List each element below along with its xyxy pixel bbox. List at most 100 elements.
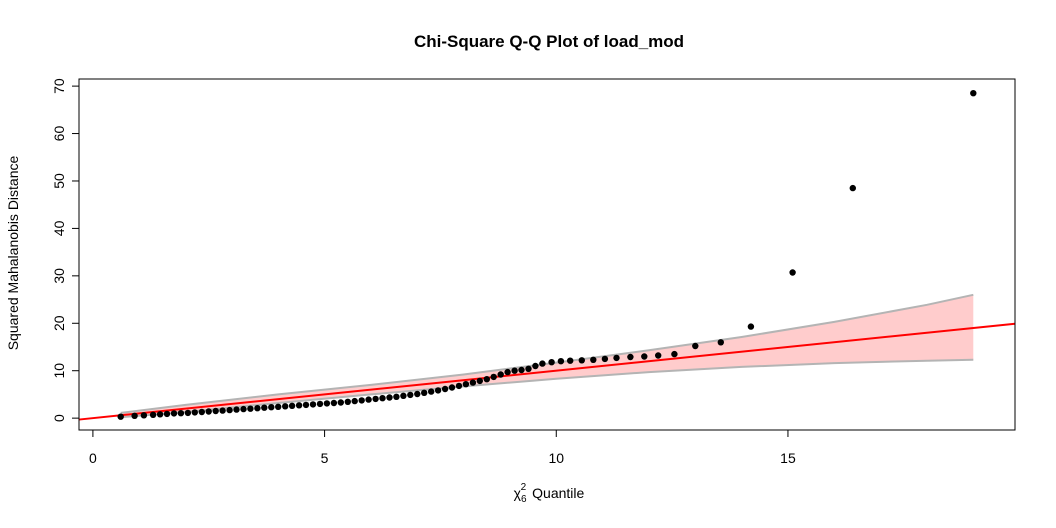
- data-point: [212, 407, 219, 415]
- y-tick-label: 60: [51, 126, 67, 142]
- data-point: [671, 350, 678, 358]
- data-point: [970, 90, 977, 97]
- data-point: [358, 397, 365, 404]
- data-point: [448, 384, 456, 391]
- data-point: [421, 389, 428, 396]
- data-point: [282, 403, 289, 410]
- data-point: [601, 355, 609, 363]
- data-point: [511, 367, 518, 374]
- data-point: [400, 392, 407, 399]
- x-tick-label: 5: [321, 450, 329, 466]
- y-tick-label: 40: [51, 220, 67, 236]
- data-point: [240, 405, 247, 413]
- data-point: [497, 371, 504, 378]
- data-points: [117, 90, 977, 420]
- data-point: [302, 401, 310, 409]
- data-point: [233, 406, 240, 413]
- data-point: [490, 373, 497, 381]
- data-point: [372, 395, 379, 403]
- data-point: [747, 323, 755, 330]
- data-point: [407, 391, 414, 399]
- y-tick-label: 10: [51, 363, 67, 379]
- data-point: [518, 366, 525, 374]
- x-tick-label: 0: [89, 450, 97, 466]
- data-point: [295, 402, 303, 409]
- data-point: [131, 412, 138, 419]
- data-point: [462, 381, 470, 388]
- data-point: [184, 409, 192, 417]
- y-tick-label: 50: [51, 173, 67, 189]
- data-point: [330, 399, 338, 407]
- y-axis-label: Squared Mahalanobis Distance: [5, 156, 21, 351]
- band-fill: [120, 294, 974, 418]
- data-point: [469, 379, 477, 386]
- data-point: [578, 357, 585, 364]
- data-point: [590, 356, 597, 363]
- y-axis: 0 10 20 30 40 50 60 70: [51, 78, 80, 422]
- confidence-band: [120, 293, 974, 419]
- data-point: [414, 390, 421, 398]
- data-point: [254, 405, 261, 412]
- data-point: [692, 342, 699, 350]
- data-point: [483, 376, 490, 383]
- y-tick-label: 20: [51, 315, 67, 331]
- data-point: [351, 397, 358, 405]
- data-point: [226, 406, 233, 414]
- data-point: [177, 410, 185, 417]
- data-point: [344, 398, 351, 405]
- reference-line-path: [78, 322, 1016, 421]
- data-point: [525, 365, 532, 372]
- x-axis: 0 5 10 15: [89, 429, 796, 466]
- data-point: [567, 357, 574, 364]
- y-tick-label: 70: [51, 78, 67, 94]
- y-tick-label: 30: [51, 268, 67, 284]
- data-point: [309, 401, 317, 408]
- x-axis-label-subscript: 6: [521, 494, 527, 505]
- data-point: [247, 405, 254, 412]
- data-point: [532, 362, 539, 370]
- data-point: [156, 411, 164, 418]
- x-tick-label: 15: [780, 450, 796, 466]
- data-point: [789, 269, 796, 276]
- data-point: [476, 377, 483, 385]
- data-point: [504, 368, 511, 376]
- data-point: [379, 395, 386, 402]
- reference-line: [78, 322, 1016, 421]
- data-point: [557, 358, 565, 365]
- band-upper-edge: [120, 293, 974, 414]
- data-point: [149, 411, 157, 418]
- data-point: [655, 352, 662, 359]
- data-point: [434, 387, 442, 394]
- data-point: [441, 385, 449, 393]
- x-axis-label: χ62 Quantile: [514, 482, 585, 505]
- data-point: [386, 394, 393, 401]
- data-point: [455, 382, 463, 390]
- data-point: [539, 360, 546, 367]
- data-point: [627, 353, 634, 361]
- data-point: [323, 400, 331, 407]
- data-point: [548, 359, 555, 366]
- data-point: [275, 403, 282, 410]
- data-point: [163, 410, 171, 418]
- data-point: [849, 184, 856, 192]
- data-point: [337, 399, 344, 406]
- x-axis-label-superscript: 2: [521, 482, 527, 493]
- x-tick-label: 10: [548, 450, 564, 466]
- data-point: [198, 408, 205, 416]
- x-axis-label-text: Quantile: [532, 485, 584, 501]
- data-point: [393, 393, 400, 400]
- data-point: [288, 402, 296, 409]
- data-point: [316, 400, 324, 408]
- data-point: [219, 407, 226, 414]
- band-lower-edge: [120, 358, 974, 419]
- data-point: [717, 339, 724, 346]
- data-point: [428, 388, 435, 395]
- data-point: [205, 408, 212, 415]
- data-point: [117, 413, 124, 420]
- data-point: [268, 404, 275, 411]
- y-tick-label: 0: [51, 414, 67, 422]
- chart-title: Chi-Square Q-Q Plot of load_mod: [414, 32, 684, 51]
- data-point: [641, 353, 648, 360]
- data-point: [365, 396, 372, 403]
